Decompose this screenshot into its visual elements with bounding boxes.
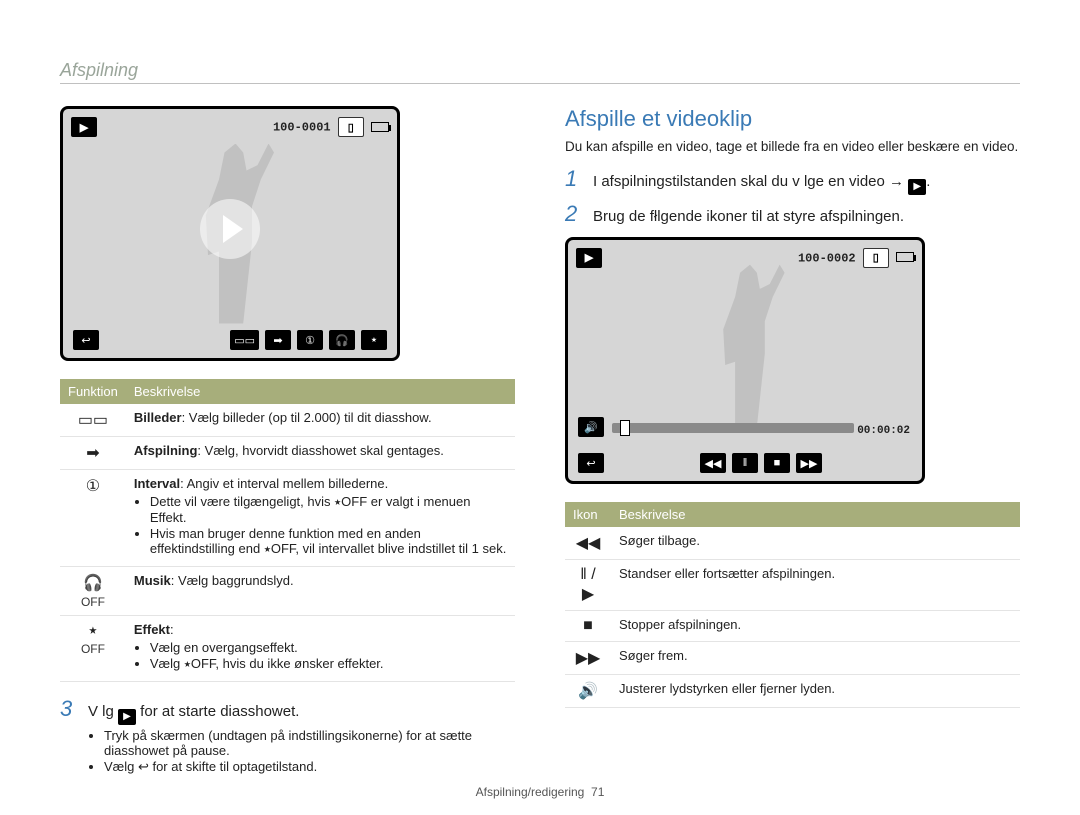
frames-icon: ▭▭ (230, 330, 259, 350)
storage-icon: ▯ (338, 117, 364, 137)
right-column: Afspille et videoklip Du kan afspille en… (565, 106, 1020, 784)
page-number: 71 (591, 785, 604, 799)
battery-icon (371, 122, 389, 132)
back-icon: ↩ (73, 330, 99, 350)
interval-notes: Dette vil være tilgængeligt, hvis ⭑OFF e… (150, 494, 507, 557)
step3-notes: Tryk på skærmen (undtagen på indstilling… (104, 728, 515, 775)
clock-1s-icon: ① (297, 330, 323, 350)
file-counter: 100-0002 ▯ (798, 248, 914, 268)
list-item: Vælg ↩ for at skifte til optagetilstand. (104, 759, 515, 775)
intro-text: Du kan afspille en video, tage et billed… (565, 138, 1020, 156)
pause-icon: ‖ (732, 453, 758, 473)
table-row: ⭑OFF Effekt: Vælg en overgangseffekt. Væ… (60, 616, 515, 682)
left-column: ▶ 100-0001 ▯ ↩ ▭▭ ➡ ① 🎧 ⭑ (60, 106, 515, 784)
list-item: Dette vil være tilgængeligt, hvis ⭑OFF e… (150, 494, 507, 525)
col-beskrivelse: Beskrivelse (126, 379, 515, 404)
rewind-icon: ◀◀ (576, 535, 601, 552)
child-silhouette (696, 265, 795, 427)
effect-notes: Vælg en overgangseffekt. Vælg ⭑OFF, hvis… (150, 640, 507, 672)
step-2: 2 Brug de fłlgende ikoner til at styre a… (565, 201, 1020, 227)
step-number: 2 (565, 201, 583, 227)
col-funktion: Funktion (60, 379, 126, 404)
table-row: ▭▭ Billeder: Vælg billeder (op til 2.000… (60, 404, 515, 437)
step-1: 1 I afspilningstilstanden skal du v lge … (565, 166, 1020, 195)
list-item: Vælg ⭑OFF, hvis du ikke ønsker effekter. (150, 656, 507, 672)
table-header: Ikon Beskrivelse (565, 502, 1020, 527)
rewind-icon: ◀◀ (700, 453, 726, 473)
elapsed-time: 00:00:02 (857, 425, 910, 437)
manual-page: Afspilning ▶ 100-0001 ▯ ↩ ▭▭ ➡ ① (0, 0, 1080, 815)
play-overlay-icon (200, 199, 260, 259)
storage-icon: ▯ (863, 248, 889, 268)
volume-icon: 🔊 (578, 683, 598, 700)
list-item: Tryk på skærmen (undtagen på indstilling… (104, 728, 515, 758)
clock-1s-icon: ① (86, 478, 100, 495)
section-title: Afspilning (60, 60, 1020, 84)
table-row: ■ Stopper afspilningen. (565, 611, 1020, 642)
play-icon: ▶ (118, 709, 136, 725)
camera-lcd-videoplayer: ▶ 100-0002 ▯ 🔊 00:00:02 ↩ ◀◀ ‖ ■ ▶▶ (565, 237, 925, 485)
battery-icon (896, 252, 914, 262)
progress-thumb (620, 420, 630, 436)
page-footer: Afspilning/redigering 71 (0, 785, 1080, 799)
table-row: ▶▶ Søger frem. (565, 642, 1020, 675)
play-mode-icon: ▶ (71, 117, 97, 137)
slideshow-functions-table: Funktion Beskrivelse ▭▭ Billeder: Vælg b… (60, 379, 515, 682)
table-row: ◀◀ Søger tilbage. (565, 527, 1020, 560)
table-row: ① Interval: Angiv et interval mellem bil… (60, 470, 515, 567)
effect-off-icon: ⭑ (361, 330, 387, 350)
progress-bar (612, 423, 854, 433)
frames-icon: ▭▭ (78, 412, 108, 429)
back-icon: ↩ (578, 453, 604, 473)
stop-icon: ■ (764, 453, 790, 473)
forward-icon: ▶▶ (796, 453, 822, 473)
col-beskrivelse: Beskrivelse (611, 502, 1020, 527)
music-off-icon: 🎧 (329, 330, 355, 350)
effect-off-icon: ⭑ (89, 622, 98, 639)
music-off-icon: 🎧 (83, 575, 103, 592)
heading-play-video: Afspille et videoklip (565, 106, 1020, 132)
table-header: Funktion Beskrivelse (60, 379, 515, 404)
two-column-layout: ▶ 100-0001 ▯ ↩ ▭▭ ➡ ① 🎧 ⭑ (60, 106, 1020, 784)
forward-icon: ▶▶ (576, 650, 601, 667)
step-number: 3 (60, 696, 78, 722)
repeat-icon: ➡ (265, 330, 291, 350)
list-item: Hvis man bruger denne funktion med en an… (150, 526, 507, 557)
table-row: ‖ / ▶ Standser eller fortsætter afspilni… (565, 560, 1020, 611)
table-row: 🔊 Justerer lydstyrken eller fjerner lyde… (565, 675, 1020, 708)
stop-icon: ■ (583, 617, 593, 634)
table-row: ➡ Afspilning: Vælg, hvorvidt diasshowet … (60, 437, 515, 470)
pause-play-icon: ‖ / ▶ (580, 566, 596, 603)
repeat-icon: ➡ (86, 445, 99, 462)
step-number: 1 (565, 166, 583, 192)
table-row: 🎧OFF Musik: Vælg baggrundslyd. (60, 567, 515, 616)
col-ikon: Ikon (565, 502, 611, 527)
camera-lcd-slideshow: ▶ 100-0001 ▯ ↩ ▭▭ ➡ ① 🎧 ⭑ (60, 106, 400, 361)
step-3: 3 V lg ▶ for at starte diasshowet. Tryk … (60, 696, 515, 778)
volume-side-icon: 🔊 (578, 417, 604, 437)
list-item: Vælg en overgangseffekt. (150, 640, 507, 655)
play-icon: ▶ (908, 179, 926, 195)
file-counter: 100-0001 ▯ (273, 117, 389, 137)
video-controls-table: Ikon Beskrivelse ◀◀ Søger tilbage. ‖ / ▶… (565, 502, 1020, 708)
play-mode-icon: ▶ (576, 248, 602, 268)
